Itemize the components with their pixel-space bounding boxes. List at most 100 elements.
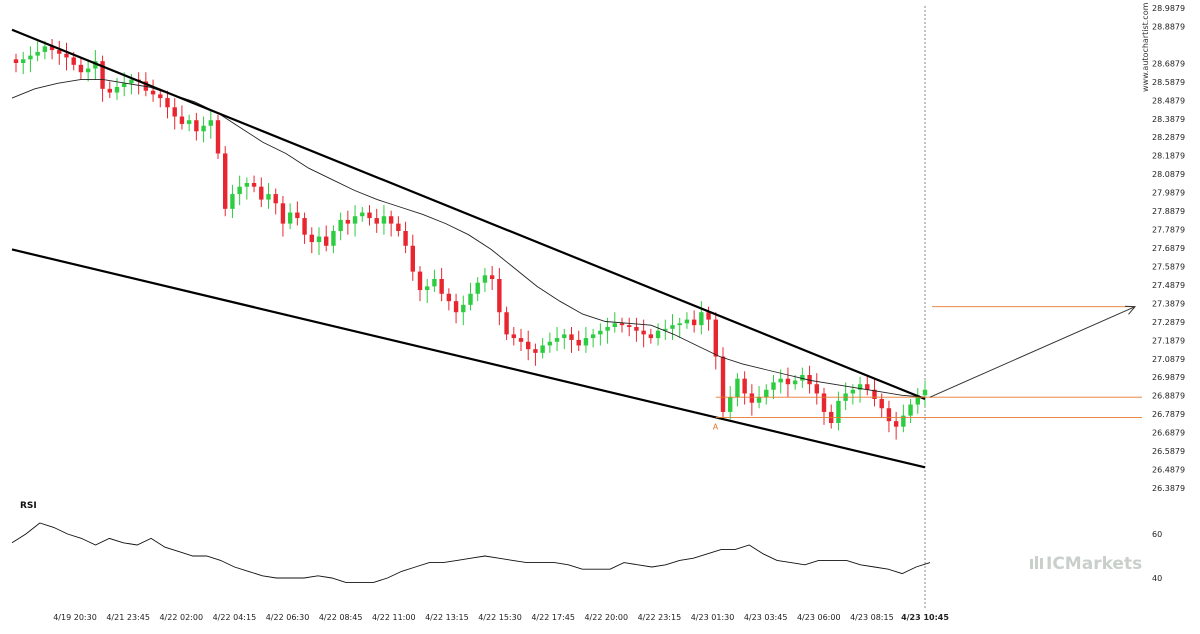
price-tick-label: 28.2879: [1152, 133, 1185, 142]
time-tick-label: 4/22 15:30: [478, 613, 522, 622]
candle-body: [367, 212, 372, 219]
candle-body: [497, 278, 502, 313]
candle-body: [78, 64, 84, 73]
candle-body: [316, 236, 322, 243]
candle-body: [28, 55, 33, 60]
time-tick-label: 4/22 20:00: [584, 613, 628, 622]
price-tick-label: 28.3879: [1152, 115, 1185, 124]
candle-body: [641, 330, 646, 335]
time-tick-label: 4/21 23:45: [106, 613, 150, 622]
candle-body: [114, 86, 120, 93]
candle-body: [273, 194, 278, 204]
price-tick-label: 28.1879: [1152, 152, 1185, 161]
candle-body: [836, 400, 841, 423]
candle-body: [562, 334, 567, 339]
brand-bar-icon-3: [1040, 558, 1043, 569]
time-tick-label: 4/23 08:15: [850, 613, 894, 622]
time-tick-label: 4/22 06:30: [266, 613, 310, 622]
candle-body: [699, 312, 704, 326]
candle-body: [309, 234, 314, 243]
candle-body: [627, 325, 632, 327]
price-tick-label: 27.2879: [1152, 318, 1185, 327]
candle-body: [165, 98, 170, 108]
candle-body: [634, 326, 639, 331]
candle-body: [21, 59, 26, 63]
candle-body: [287, 212, 293, 224]
candle-body: [778, 378, 783, 383]
point-label: A: [713, 422, 719, 431]
candle-body: [511, 334, 516, 339]
candle-body: [908, 404, 913, 416]
time-tick-label: 4/22 11:00: [372, 613, 416, 622]
candles: [13, 38, 928, 440]
price-tick-label: 28.9879: [1152, 4, 1185, 13]
candle-body: [468, 293, 473, 305]
price-tick-label: 26.6879: [1152, 429, 1185, 438]
rsi-panel: RSI 60 40: [11, 501, 1162, 583]
candle-body: [475, 282, 480, 294]
candle-body: [742, 378, 747, 394]
price-tick-label: 27.9879: [1152, 189, 1185, 198]
moving-average-line: [11, 79, 926, 398]
candle-body: [71, 57, 76, 65]
time-tick-label: 4/22 02:00: [159, 613, 203, 622]
candle-body: [251, 182, 257, 187]
forecast-arrow-line: [929, 306, 1136, 398]
candle-body: [728, 397, 733, 412]
price-tick-label: 26.4879: [1152, 466, 1185, 475]
price-tick-label: 26.7879: [1152, 410, 1185, 419]
candle-body: [605, 326, 610, 331]
time-tick-label: 4/23 01:30: [691, 613, 735, 622]
forecast-arrow-head-icon: [1124, 305, 1137, 315]
candle-body: [792, 380, 798, 385]
candle-body: [576, 339, 581, 346]
price-tick-label: 28.4879: [1152, 96, 1185, 105]
price-tick-label: 27.7879: [1152, 226, 1185, 235]
candle-body: [331, 230, 336, 246]
candle-body: [648, 334, 654, 339]
candle-body: [352, 216, 358, 224]
candle-body: [122, 83, 127, 87]
candle-body: [504, 312, 509, 335]
price-tick-label: 27.3879: [1152, 299, 1185, 308]
rsi-tick-label: 60: [1152, 530, 1162, 539]
candle-body: [590, 334, 596, 339]
candle-body: [453, 301, 459, 313]
candle-body: [850, 389, 856, 394]
candle-body: [244, 182, 250, 187]
candle-body: [735, 378, 740, 398]
candle-body: [814, 384, 819, 394]
price-tick-label: 28.8879: [1152, 22, 1185, 31]
candle-body: [360, 212, 365, 217]
candle-body: [35, 51, 40, 56]
candle-body: [324, 236, 329, 246]
candle-body: [540, 345, 545, 353]
candle-body: [194, 120, 199, 132]
candle-body: [526, 341, 531, 350]
candle-body: [410, 245, 415, 272]
price-tick-label: 27.5879: [1152, 262, 1185, 271]
time-tick-label: 4/19 20:30: [53, 613, 97, 622]
candle-body: [266, 194, 271, 200]
support-trendline: [11, 248, 926, 469]
candle-body: [381, 216, 387, 224]
candle-body: [374, 218, 379, 224]
price-axis: 28.9879 28.8879 28.6879 28.5879 28.4879 28.38…: [1152, 4, 1185, 493]
time-tick-label: 4/22 08:45: [319, 613, 363, 622]
candle-body: [208, 120, 213, 126]
candle-body: [129, 79, 134, 84]
candle-body: [215, 120, 221, 154]
price-tick-label: 26.9879: [1152, 373, 1185, 382]
price-tick-label: 27.4879: [1152, 281, 1185, 290]
candle-body: [922, 389, 928, 396]
candle-body: [713, 319, 718, 357]
candle-body: [518, 338, 524, 342]
candle-body: [901, 415, 906, 427]
candle-body: [100, 61, 105, 89]
trend-lines: A: [11, 28, 1142, 469]
candle-body: [439, 278, 444, 294]
candle-body: [720, 356, 726, 412]
candle-body: [533, 349, 538, 353]
candle-body: [172, 107, 177, 117]
candle-body: [93, 61, 98, 69]
